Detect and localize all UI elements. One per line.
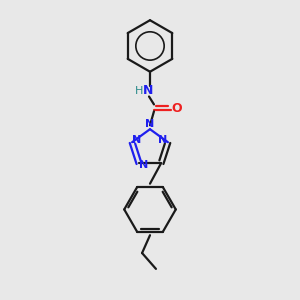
- Text: N: N: [158, 135, 168, 145]
- Text: N: N: [139, 160, 148, 170]
- Text: N: N: [146, 119, 154, 129]
- Text: N: N: [132, 135, 142, 145]
- Text: N: N: [143, 84, 153, 97]
- Text: H: H: [135, 85, 143, 96]
- Text: O: O: [171, 102, 182, 115]
